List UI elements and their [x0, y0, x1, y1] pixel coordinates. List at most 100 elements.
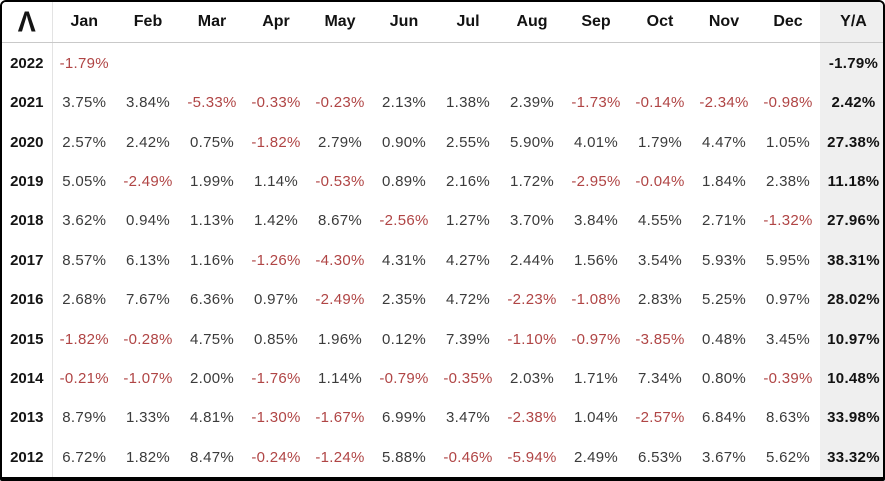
table-row: 2021 3.75% 3.84% -5.33% -0.33% -0.23% 2.13% 1.3…	[2, 83, 883, 123]
monthly-return-cell: 2.35%	[372, 280, 436, 320]
monthly-return-cell: -1.24%	[308, 437, 372, 477]
column-header-month: Sep	[564, 2, 628, 43]
monthly-return-cell: 8.47%	[180, 437, 244, 477]
monthly-return-cell: 2.03%	[500, 358, 564, 399]
table-row: 2012 6.72% 1.82% 8.47% -0.24% -1.24% 5.88% -0.4…	[2, 437, 883, 477]
monthly-return-cell: 3.45%	[756, 319, 820, 359]
monthly-return-cell: 5.25%	[692, 280, 756, 320]
monthly-return-cell: 1.13%	[180, 201, 244, 241]
yearly-return-cell: 10.48%	[820, 358, 883, 399]
monthly-return-cell: -2.95%	[564, 161, 628, 202]
monthly-return-cell: 4.55%	[628, 201, 692, 241]
monthly-return-cell: 2.44%	[500, 240, 564, 280]
monthly-return-cell: -0.46%	[436, 437, 500, 477]
yearly-return-cell: 28.02%	[820, 280, 883, 320]
monthly-return-cell: 8.67%	[308, 201, 372, 241]
column-header-month: Apr	[244, 2, 308, 43]
column-header-month: Mar	[180, 2, 244, 43]
monthly-return-cell: 6.13%	[116, 240, 180, 280]
column-header-month: Jul	[436, 2, 500, 43]
monthly-return-cell: 7.34%	[628, 358, 692, 399]
monthly-return-cell: 1.99%	[180, 161, 244, 202]
monthly-return-cell: 5.95%	[756, 240, 820, 280]
monthly-return-cell: -2.56%	[372, 201, 436, 241]
monthly-return-cell: 2.42%	[116, 122, 180, 162]
monthly-return-cell: -0.24%	[244, 437, 308, 477]
monthly-return-cell	[692, 42, 756, 84]
monthly-return-cell: 1.96%	[308, 319, 372, 359]
monthly-return-cell: 2.68%	[52, 280, 116, 320]
monthly-return-cell: 4.47%	[692, 122, 756, 162]
monthly-return-cell: 3.67%	[692, 437, 756, 477]
table-row: 2020 2.57% 2.42% 0.75% -1.82% 2.79% 0.90% 2.55%…	[2, 122, 883, 162]
yearly-return-cell: 38.31%	[820, 240, 883, 280]
monthly-return-cell: 2.79%	[308, 122, 372, 162]
column-header-total: Y/A	[820, 2, 883, 43]
monthly-return-cell: 3.62%	[52, 201, 116, 241]
monthly-return-cell: 0.97%	[756, 280, 820, 320]
monthly-return-cell: 1.79%	[628, 122, 692, 162]
yearly-return-cell: 27.96%	[820, 201, 883, 241]
monthly-return-cell: -5.94%	[500, 437, 564, 477]
row-year-label: 2015	[2, 319, 53, 359]
monthly-return-cell: 5.62%	[756, 437, 820, 477]
monthly-return-cell: 8.57%	[52, 240, 116, 280]
yearly-return-cell: 10.97%	[820, 319, 883, 359]
monthly-return-cell: -0.39%	[756, 358, 820, 399]
monthly-return-cell: -3.85%	[628, 319, 692, 359]
column-header-month: Oct	[628, 2, 692, 43]
yearly-return-cell: 27.38%	[820, 122, 883, 162]
monthly-return-cell: 1.04%	[564, 398, 628, 438]
column-header-month: Feb	[116, 2, 180, 43]
monthly-return-cell: 2.00%	[180, 358, 244, 399]
monthly-return-cell: 8.79%	[52, 398, 116, 438]
row-year-label: 2022	[2, 42, 53, 84]
monthly-return-cell: 1.14%	[308, 358, 372, 399]
monthly-return-cell: 3.54%	[628, 240, 692, 280]
brand-cell: Λ	[2, 2, 53, 43]
column-header-month: Dec	[756, 2, 820, 43]
monthly-return-cell	[500, 42, 564, 84]
row-year-label: 2018	[2, 201, 53, 241]
monthly-return-cell: 2.83%	[628, 280, 692, 320]
monthly-return-cell: 2.13%	[372, 83, 436, 123]
monthly-return-cell: 0.75%	[180, 122, 244, 162]
monthly-return-cell: 4.81%	[180, 398, 244, 438]
monthly-return-cell: 0.48%	[692, 319, 756, 359]
monthly-return-cell: 0.12%	[372, 319, 436, 359]
monthly-return-cell: 1.71%	[564, 358, 628, 399]
monthly-return-cell: 1.84%	[692, 161, 756, 202]
monthly-return-cell: -1.32%	[756, 201, 820, 241]
monthly-return-cell: 5.05%	[52, 161, 116, 202]
monthly-return-cell: -2.38%	[500, 398, 564, 438]
table-row: 2013 8.79% 1.33% 4.81% -1.30% -1.67% 6.99% 3.47…	[2, 398, 883, 438]
monthly-return-cell: -1.07%	[116, 358, 180, 399]
column-header-month: Jan	[52, 2, 116, 43]
monthly-return-cell: -0.14%	[628, 83, 692, 123]
monthly-return-cell: 4.27%	[436, 240, 500, 280]
monthly-return-cell: 2.38%	[756, 161, 820, 202]
monthly-return-cell: 2.57%	[52, 122, 116, 162]
monthly-return-cell	[436, 42, 500, 84]
monthly-return-cell: 1.72%	[500, 161, 564, 202]
table-row: 2019 5.05% -2.49% 1.99% 1.14% -0.53% 0.89% 2.16…	[2, 161, 883, 202]
monthly-return-cell: 3.70%	[500, 201, 564, 241]
monthly-return-cell: 4.01%	[564, 122, 628, 162]
monthly-return-cell: 4.72%	[436, 280, 500, 320]
monthly-return-cell: 2.16%	[436, 161, 500, 202]
column-header-month: May	[308, 2, 372, 43]
monthly-return-cell: 0.94%	[116, 201, 180, 241]
monthly-return-cell: -0.53%	[308, 161, 372, 202]
monthly-return-cell: -0.98%	[756, 83, 820, 123]
monthly-return-cell	[180, 42, 244, 84]
monthly-return-cell: -0.97%	[564, 319, 628, 359]
monthly-return-cell: 7.67%	[116, 280, 180, 320]
monthly-return-cell: 3.47%	[436, 398, 500, 438]
monthly-return-cell: 0.89%	[372, 161, 436, 202]
monthly-return-cell	[116, 42, 180, 84]
monthly-return-cell: -2.57%	[628, 398, 692, 438]
yearly-return-cell: 33.32%	[820, 437, 883, 477]
monthly-return-cell: -4.30%	[308, 240, 372, 280]
monthly-return-cell: -1.82%	[244, 122, 308, 162]
